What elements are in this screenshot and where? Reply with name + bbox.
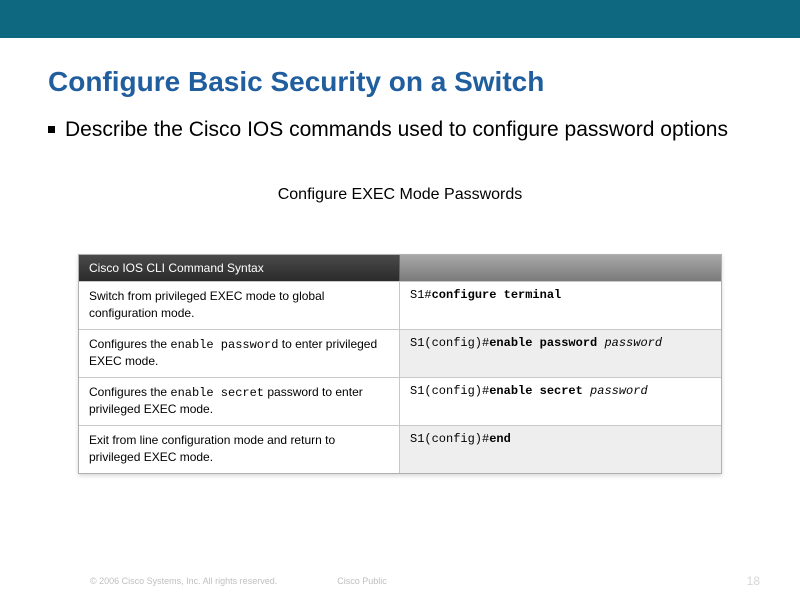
command-table: Cisco IOS CLI Command Syntax Switch from… bbox=[78, 254, 722, 474]
table-row: Switch from privileged EXEC mode to glob… bbox=[79, 281, 721, 328]
table-body: Switch from privileged EXEC mode to glob… bbox=[79, 281, 721, 473]
slide-title: Configure Basic Security on a Switch bbox=[48, 66, 752, 98]
table-row: Configures the enable password to enter … bbox=[79, 329, 721, 377]
section-subheading: Configure EXEC Mode Passwords bbox=[48, 186, 752, 204]
footer-page-number: 18 bbox=[747, 574, 760, 588]
bullet-marker-icon bbox=[48, 126, 55, 133]
command-cell: S1(config)#enable secret password bbox=[400, 378, 721, 425]
table-header-row: Cisco IOS CLI Command Syntax bbox=[79, 255, 721, 281]
slide-content: Configure Basic Security on a Switch Des… bbox=[0, 38, 800, 474]
table-header-right bbox=[400, 255, 721, 281]
command-cell: S1(config)#end bbox=[400, 426, 721, 472]
command-cell: S1#configure terminal bbox=[400, 282, 721, 328]
table-header-left: Cisco IOS CLI Command Syntax bbox=[79, 255, 400, 281]
description-cell: Configures the enable password to enter … bbox=[79, 330, 400, 377]
command-cell: S1(config)#enable password password bbox=[400, 330, 721, 377]
table-row: Configures the enable secret password to… bbox=[79, 377, 721, 425]
header-bar bbox=[0, 0, 800, 38]
footer-copyright: © 2006 Cisco Systems, Inc. All rights re… bbox=[90, 576, 277, 586]
table-row: Exit from line configuration mode and re… bbox=[79, 425, 721, 472]
footer-label: Cisco Public bbox=[337, 576, 387, 586]
description-cell: Configures the enable secret password to… bbox=[79, 378, 400, 425]
footer: © 2006 Cisco Systems, Inc. All rights re… bbox=[0, 574, 800, 588]
description-cell: Exit from line configuration mode and re… bbox=[79, 426, 400, 472]
description-cell: Switch from privileged EXEC mode to glob… bbox=[79, 282, 400, 328]
bullet-text: Describe the Cisco IOS commands used to … bbox=[65, 116, 752, 144]
bullet-item: Describe the Cisco IOS commands used to … bbox=[48, 116, 752, 144]
